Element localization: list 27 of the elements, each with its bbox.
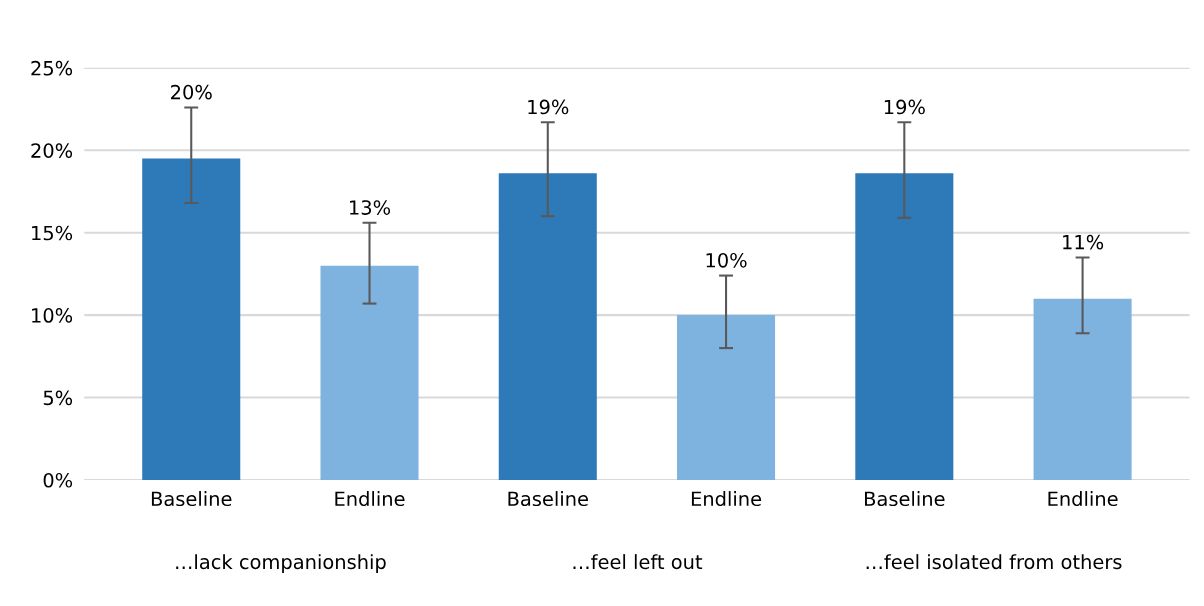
text: …lack companionship — [176, 554, 386, 573]
y-tick-label: 5% — [43, 390, 73, 406]
y-tick-label: 0% — [43, 472, 73, 488]
bar — [498, 173, 597, 480]
data-label: 20% — [171, 84, 212, 100]
data-label: 11% — [1063, 234, 1104, 250]
data-label: 19% — [528, 99, 569, 115]
text: …feel left out — [573, 554, 703, 570]
x-tick-label: Baseline — [865, 491, 945, 507]
x-tick-label: Baseline — [508, 491, 588, 507]
x-tick-label: Baseline — [151, 491, 232, 507]
y-tick-label: 10% — [32, 308, 73, 323]
bar — [320, 265, 419, 480]
bar — [1033, 298, 1132, 480]
text: …feel isolated from others — [866, 554, 1122, 570]
data-label: 19% — [884, 99, 925, 115]
x-tick-label: Endline — [335, 491, 405, 507]
x-tick-label: Endline — [1048, 491, 1118, 507]
y-tick-label: 15% — [32, 225, 73, 241]
y-tick-label: 20% — [31, 143, 73, 158]
y-tick-label: 25% — [31, 60, 73, 76]
data-label: 13% — [350, 200, 391, 215]
bar — [855, 173, 954, 480]
bar — [142, 158, 241, 480]
data-label: 10% — [706, 252, 747, 268]
bar — [677, 315, 776, 480]
x-tick-label: Endline — [691, 491, 762, 507]
